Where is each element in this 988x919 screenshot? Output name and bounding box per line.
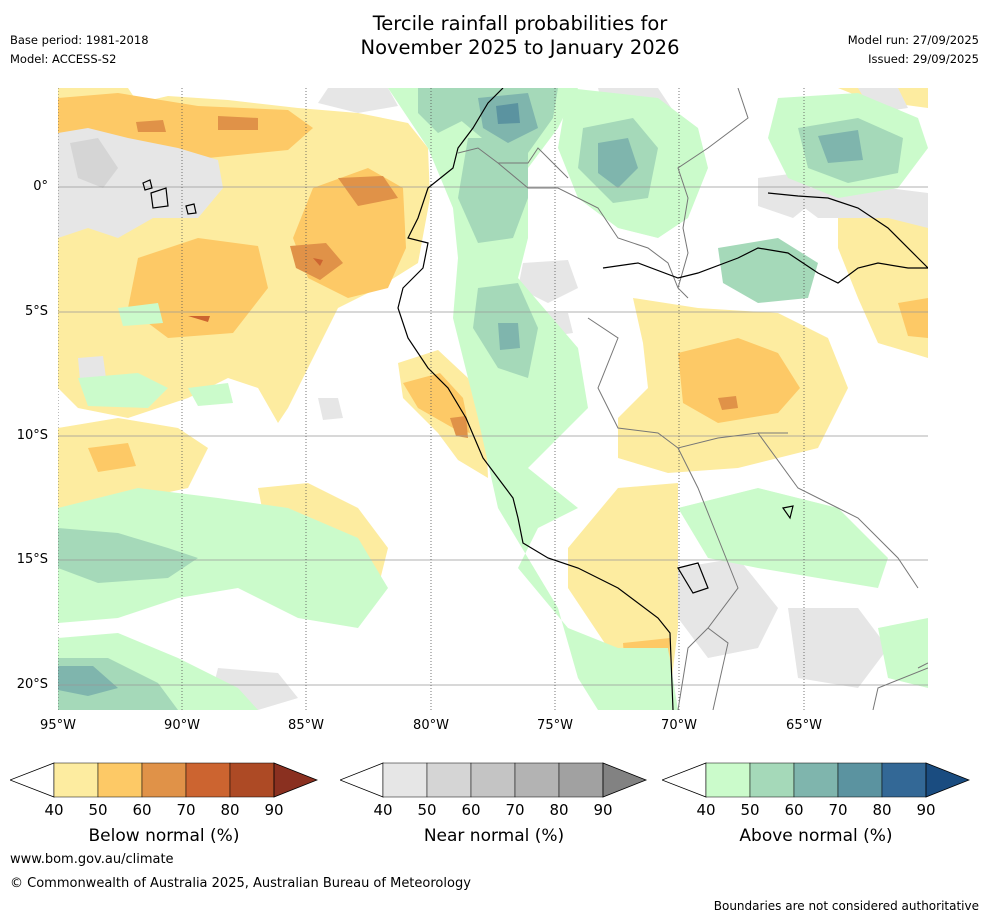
colorbar-near-bin-40 — [382, 762, 428, 798]
lat-label-20s: 20°S — [16, 677, 48, 692]
colorbar-near-title: Near normal (%) — [423, 826, 565, 846]
colorbar-above-high-extend — [925, 762, 970, 798]
above-tick-50: 50 — [740, 801, 760, 819]
above-tick-60: 60 — [784, 801, 804, 819]
lat-label-10s: 10°S — [16, 428, 48, 443]
lat-label-15s: 15°S — [16, 552, 48, 567]
colorbar-below-bin-60 — [141, 762, 187, 798]
colorbar-above-bin-50 — [749, 762, 795, 798]
colorbar-near-bin-70 — [514, 762, 560, 798]
below-tick-80: 80 — [220, 801, 240, 819]
colorbar-below-bin-70 — [185, 762, 231, 798]
title-line-2: November 2025 to January 2026 — [360, 36, 680, 59]
probability-map — [58, 88, 928, 710]
coastlines — [142, 88, 928, 710]
above-tick-70: 70 — [828, 801, 848, 819]
lat-label-0: 0° — [33, 179, 48, 194]
colorbar-above-bin-80 — [881, 762, 927, 798]
colorbar-below-bin-50 — [97, 762, 143, 798]
below-normal-areas — [58, 88, 928, 710]
below-tick-50: 50 — [88, 801, 108, 819]
base-period: Base period: 1981-2018 — [10, 33, 149, 47]
lat-label-5s: 5°S — [24, 304, 48, 319]
model-run: Model run: 27/09/2025 — [847, 33, 979, 47]
below-tick-40: 40 — [44, 801, 64, 819]
colorbar-above-bin-40 — [705, 762, 751, 798]
footer-copyright: © Commonwealth of Australia 2025, Austra… — [10, 876, 471, 891]
colorbar-near-low-extend — [340, 762, 384, 798]
near-tick-70: 70 — [505, 801, 525, 819]
colorbar-near-bin-60 — [470, 762, 516, 798]
near-tick-90: 90 — [593, 801, 613, 819]
below-tick-70: 70 — [176, 801, 196, 819]
colorbar-below-bin-80 — [229, 762, 275, 798]
lon-label-95w: 95°W — [40, 718, 76, 733]
graticule — [58, 186, 928, 686]
lon-label-65w: 65°W — [786, 718, 822, 733]
colorbar-below-high-extend — [273, 762, 318, 798]
colorbar-near — [340, 762, 648, 798]
above-tick-40: 40 — [696, 801, 716, 819]
title-line-1: Tercile rainfall probabilities for — [372, 12, 668, 35]
near-tick-50: 50 — [417, 801, 437, 819]
lon-label-70w: 70°W — [661, 718, 697, 733]
colorbar-below — [10, 762, 318, 798]
country-borders — [457, 88, 928, 710]
lon-label-90w: 90°W — [164, 718, 200, 733]
issued-date: Issued: 29/09/2025 — [868, 52, 979, 66]
above-normal-areas — [58, 88, 928, 710]
near-tick-40: 40 — [373, 801, 393, 819]
boundaries-disclaimer: Boundaries are not considered authoritat… — [713, 899, 979, 913]
colorbar-below-title: Below normal (%) — [88, 826, 240, 846]
above-tick-90: 90 — [916, 801, 936, 819]
colorbar-above-bin-60 — [793, 762, 839, 798]
colorbar-above-low-extend — [662, 762, 707, 798]
colorbar-below-low-extend — [10, 762, 55, 798]
lon-label-80w: 80°W — [413, 718, 449, 733]
model-name: Model: ACCESS-S2 — [10, 52, 117, 66]
colorbar-above-title: Above normal (%) — [739, 826, 893, 846]
colorbar-above-bin-70 — [837, 762, 883, 798]
below-tick-60: 60 — [132, 801, 152, 819]
colorbar-near-high-extend — [602, 762, 648, 798]
colorbar-below-bin-40 — [53, 762, 99, 798]
above-tick-80: 80 — [872, 801, 892, 819]
colorbar-near-bin-50 — [426, 762, 472, 798]
map-title: Tercile rainfall probabilities for Novem… — [0, 12, 988, 60]
below-tick-90: 90 — [264, 801, 284, 819]
footer-url: www.bom.gov.au/climate — [10, 852, 174, 867]
colorbar-above — [662, 762, 970, 798]
near-tick-60: 60 — [461, 801, 481, 819]
near-tick-80: 80 — [549, 801, 569, 819]
lon-label-75w: 75°W — [537, 718, 573, 733]
colorbar-near-bin-80 — [558, 762, 604, 798]
lon-label-85w: 85°W — [288, 718, 324, 733]
